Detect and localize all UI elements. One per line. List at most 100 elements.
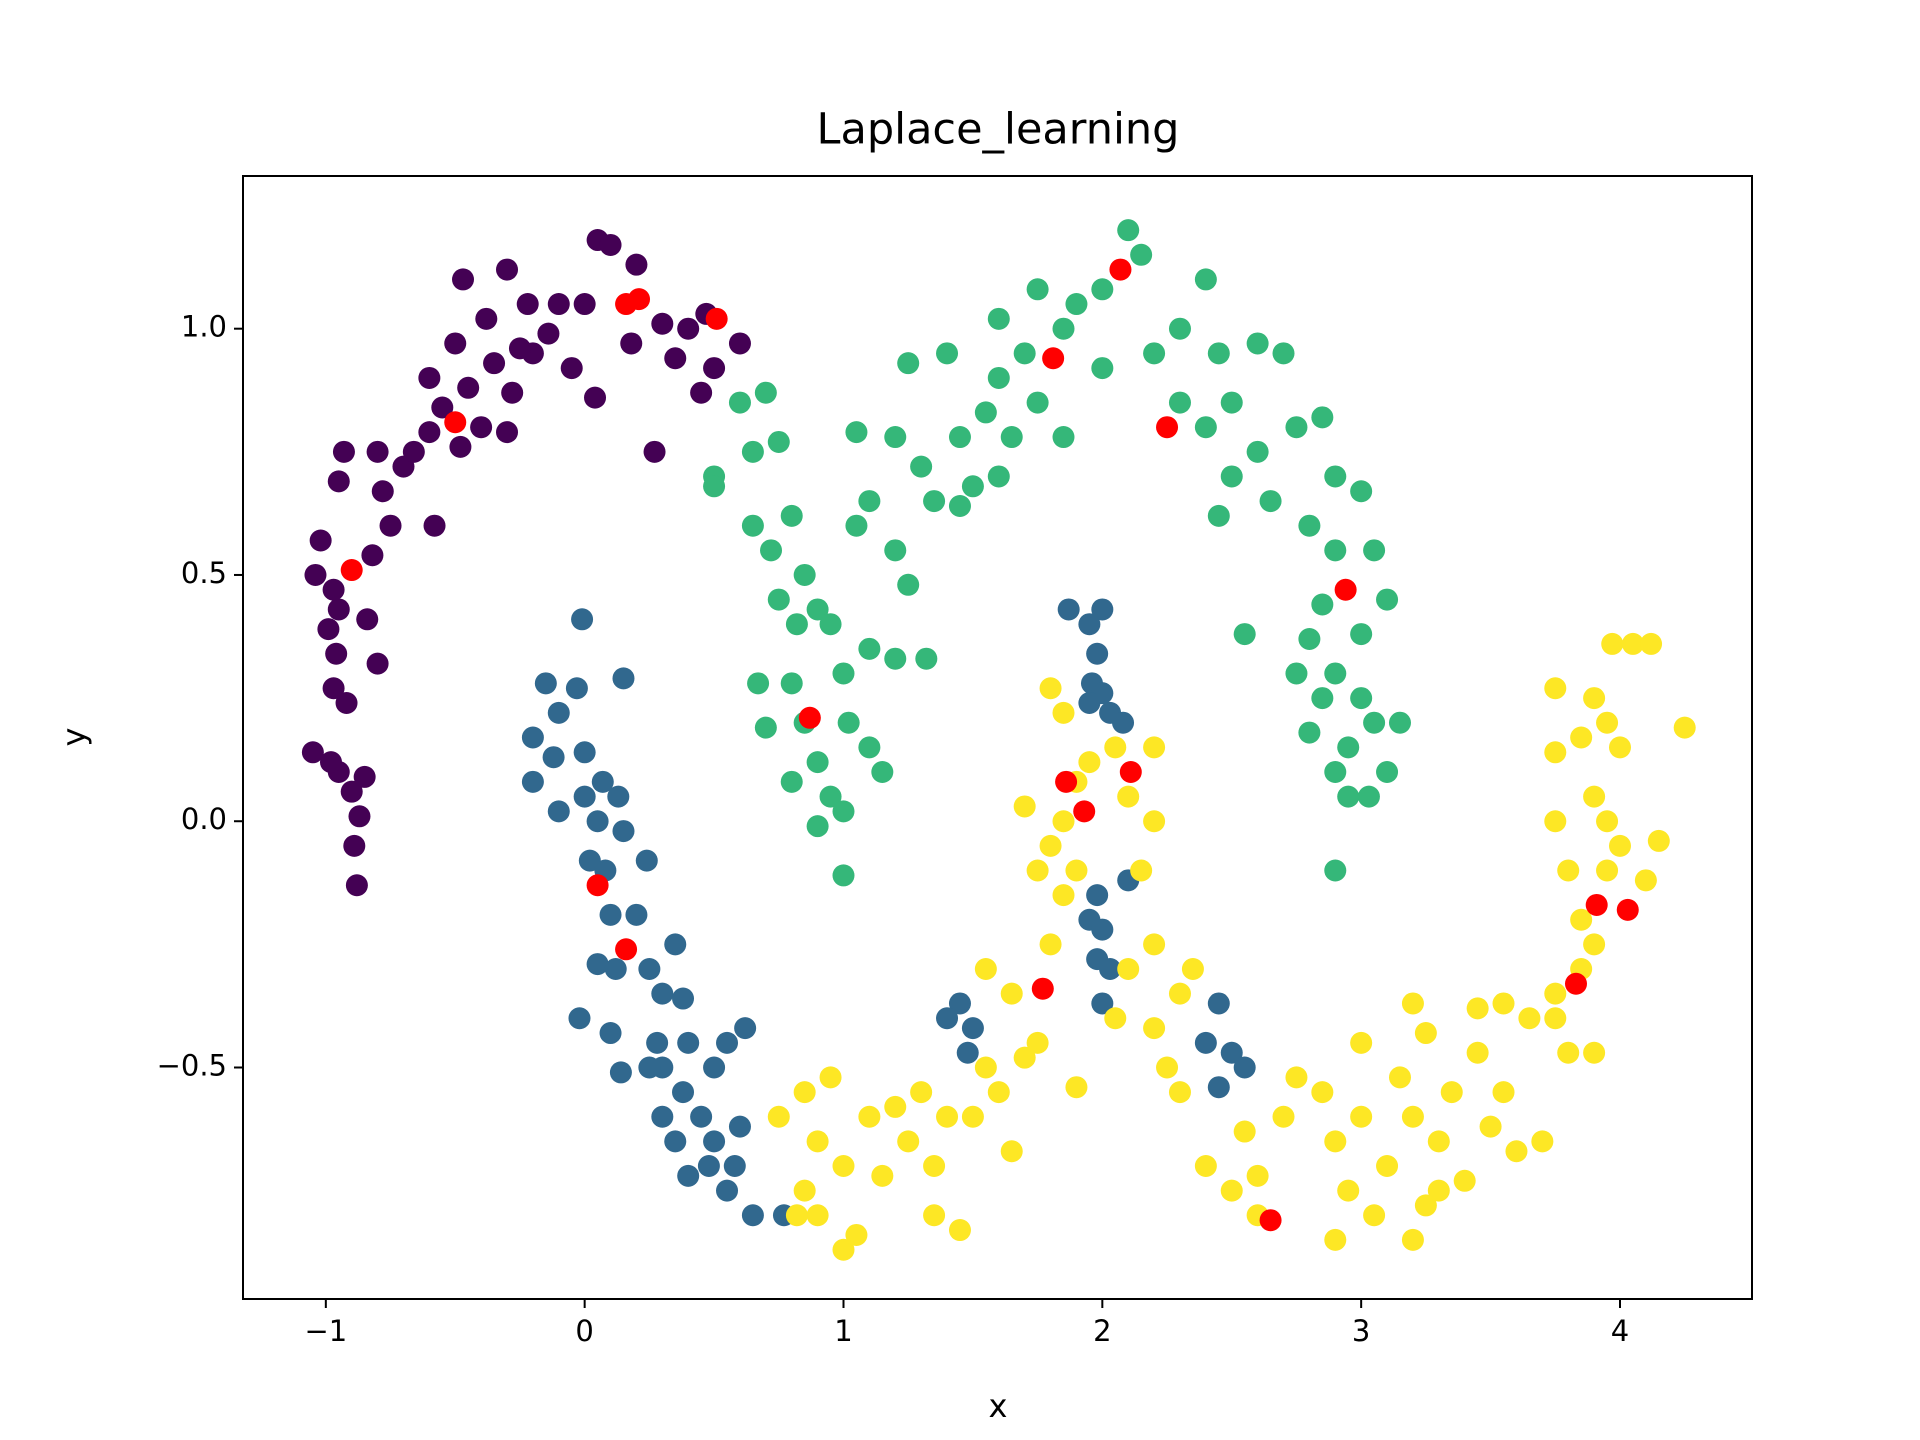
point bbox=[418, 421, 441, 444]
point bbox=[871, 1164, 894, 1187]
point bbox=[496, 258, 519, 281]
point bbox=[1324, 662, 1347, 685]
point bbox=[845, 421, 868, 444]
point bbox=[910, 455, 933, 478]
point bbox=[705, 307, 728, 330]
point bbox=[664, 933, 687, 956]
point bbox=[356, 608, 379, 631]
point bbox=[741, 440, 764, 463]
point bbox=[974, 957, 997, 980]
point bbox=[496, 421, 519, 444]
point bbox=[1000, 426, 1023, 449]
x-tick-label: 4 bbox=[1611, 1314, 1629, 1348]
point bbox=[1311, 687, 1334, 710]
point bbox=[845, 514, 868, 537]
point bbox=[1052, 317, 1075, 340]
point bbox=[1401, 1228, 1424, 1251]
point bbox=[1013, 342, 1036, 365]
point bbox=[1376, 760, 1399, 783]
point bbox=[1388, 1066, 1411, 1089]
point bbox=[961, 475, 984, 498]
point bbox=[348, 805, 371, 828]
point bbox=[565, 677, 588, 700]
point bbox=[1608, 834, 1631, 857]
point bbox=[741, 1204, 764, 1227]
point bbox=[568, 1007, 591, 1030]
point bbox=[1207, 992, 1230, 1015]
point bbox=[936, 1007, 959, 1030]
point bbox=[1324, 539, 1347, 562]
point bbox=[806, 815, 829, 838]
point bbox=[1350, 687, 1373, 710]
point bbox=[1117, 219, 1140, 242]
point bbox=[1207, 342, 1230, 365]
point bbox=[1078, 613, 1101, 636]
point bbox=[728, 1115, 751, 1138]
point bbox=[1143, 1017, 1166, 1040]
point bbox=[703, 1056, 726, 1079]
point bbox=[987, 307, 1010, 330]
point bbox=[677, 317, 700, 340]
point bbox=[1285, 1066, 1308, 1089]
point bbox=[444, 411, 467, 434]
point bbox=[1026, 278, 1049, 301]
point bbox=[690, 1105, 713, 1128]
point bbox=[537, 322, 560, 345]
point bbox=[1363, 711, 1386, 734]
point bbox=[1220, 1179, 1243, 1202]
point bbox=[620, 332, 643, 355]
point bbox=[322, 677, 345, 700]
point bbox=[760, 539, 783, 562]
point bbox=[651, 982, 674, 1005]
point bbox=[418, 366, 441, 389]
point bbox=[542, 746, 565, 769]
point bbox=[948, 495, 971, 518]
point bbox=[1065, 859, 1088, 882]
point bbox=[1337, 1179, 1360, 1202]
point bbox=[956, 1041, 979, 1064]
point bbox=[987, 366, 1010, 389]
point bbox=[832, 800, 855, 823]
point bbox=[734, 1017, 757, 1040]
point bbox=[1086, 884, 1109, 907]
point bbox=[586, 810, 609, 833]
point bbox=[1220, 465, 1243, 488]
point bbox=[1350, 1105, 1373, 1128]
point bbox=[1544, 982, 1567, 1005]
point bbox=[1246, 1164, 1269, 1187]
point bbox=[1334, 578, 1357, 601]
point bbox=[1401, 992, 1424, 1015]
point bbox=[806, 751, 829, 774]
point bbox=[1601, 632, 1624, 655]
point bbox=[858, 1105, 881, 1128]
point bbox=[1233, 1120, 1256, 1143]
point bbox=[884, 1095, 907, 1118]
point bbox=[628, 288, 651, 311]
point bbox=[444, 332, 467, 355]
point bbox=[317, 618, 340, 641]
point bbox=[1324, 1130, 1347, 1153]
point bbox=[1570, 908, 1593, 931]
x-axis-label: x bbox=[989, 1387, 1008, 1425]
point bbox=[1000, 1140, 1023, 1163]
point bbox=[1311, 1081, 1334, 1104]
point bbox=[547, 293, 570, 316]
point bbox=[1357, 785, 1380, 808]
point bbox=[1026, 391, 1049, 414]
point bbox=[1453, 1169, 1476, 1192]
point bbox=[987, 1081, 1010, 1104]
point bbox=[1104, 1007, 1127, 1030]
point bbox=[677, 1031, 700, 1054]
point bbox=[1583, 933, 1606, 956]
point bbox=[884, 426, 907, 449]
point bbox=[1544, 810, 1567, 833]
point bbox=[703, 1130, 726, 1153]
point bbox=[1324, 760, 1347, 783]
point bbox=[345, 874, 368, 897]
point bbox=[475, 307, 498, 330]
y-tick-label: 0.5 bbox=[181, 556, 227, 590]
point bbox=[635, 849, 658, 872]
point bbox=[741, 514, 764, 537]
point bbox=[948, 1219, 971, 1242]
